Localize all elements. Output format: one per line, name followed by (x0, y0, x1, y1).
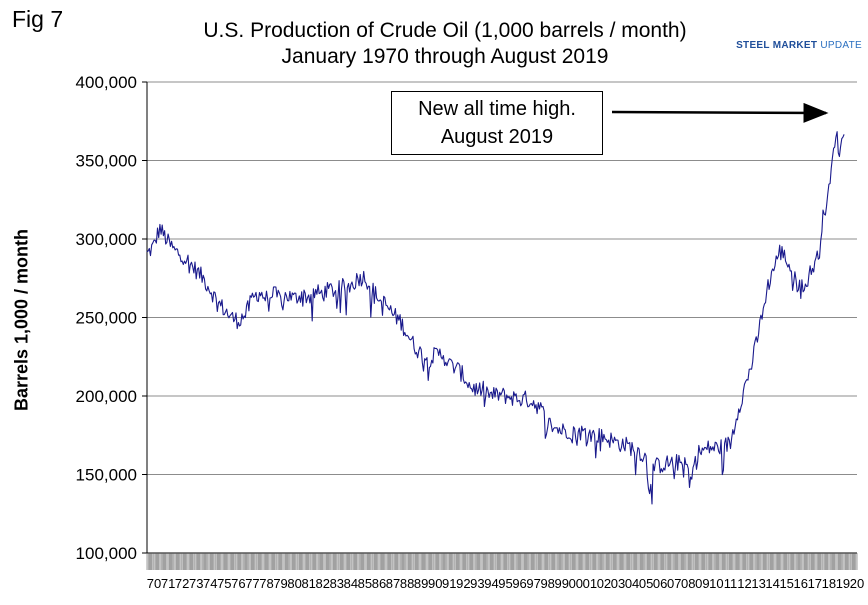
x-tick-label: 99 (555, 576, 569, 591)
x-tick-label: 76 (231, 576, 245, 591)
x-tick-label: 05 (639, 576, 653, 591)
x-tick-label: 04 (625, 576, 639, 591)
x-tick-label: 16 (794, 576, 808, 591)
x-ticks (146, 553, 858, 570)
x-tick-label: 72 (175, 576, 189, 591)
x-tick-label: 79 (273, 576, 287, 591)
brand-logo-thin: UPDATE (820, 40, 862, 51)
x-tick-label: 02 (597, 576, 611, 591)
x-tick-label: 88 (400, 576, 414, 591)
x-tick-label: 09 (695, 576, 709, 591)
x-tick-label: 08 (681, 576, 695, 591)
x-tick-label: 90 (428, 576, 442, 591)
x-tick-label: 80 (287, 576, 301, 591)
y-tick-label: 250,000 (76, 309, 137, 328)
x-tick-label: 93 (470, 576, 484, 591)
x-tick-label: 17 (808, 576, 822, 591)
x-tick-label: 89 (414, 576, 428, 591)
chart-title: U.S. Production of Crude Oil (1,000 barr… (203, 19, 687, 42)
x-tick-label: 83 (330, 576, 344, 591)
brand-logo-bold: STEEL MARKET (736, 40, 818, 51)
y-tick-label: 350,000 (76, 152, 137, 171)
y-tick-label: 100,000 (76, 544, 137, 563)
x-tick-label: 95 (498, 576, 512, 591)
x-tick-label: 82 (316, 576, 330, 591)
brand-logo: STEEL MARKET UPDATE (736, 40, 862, 51)
x-tick-label: 73 (189, 576, 203, 591)
x-tick-label: 84 (344, 576, 358, 591)
y-tick-label: 150,000 (76, 466, 137, 485)
x-tick-label: 12 (737, 576, 751, 591)
x-tick-label: 81 (301, 576, 315, 591)
x-tick-label: 11 (724, 576, 738, 591)
x-tick-label: 00 (569, 576, 583, 591)
x-tick-label: 87 (386, 576, 400, 591)
x-tick-label: 19 (836, 576, 850, 591)
x-tick-label: 98 (540, 576, 554, 591)
series-line (146, 131, 845, 505)
figure-label: Fig 7 (12, 6, 64, 32)
x-tick-label: 13 (751, 576, 765, 591)
x-tick-label: 18 (822, 576, 836, 591)
x-tick-label: 97 (526, 576, 540, 591)
x-tick-label: 78 (259, 576, 273, 591)
y-tick-label: 300,000 (76, 230, 137, 249)
y-tick-label: 200,000 (76, 387, 137, 406)
x-tick-label: 96 (512, 576, 526, 591)
x-tick-label: 15 (779, 576, 793, 591)
annotation-box: New all time high. August 2019 (391, 91, 603, 155)
chart-subtitle: January 1970 through August 2019 (281, 45, 609, 68)
x-tick-label: 86 (372, 576, 386, 591)
x-tick-label: 85 (358, 576, 372, 591)
x-tick-label: 94 (484, 576, 498, 591)
x-tick-label: 06 (653, 576, 667, 591)
x-tick-label: 70 (147, 576, 161, 591)
x-tick-label: 03 (611, 576, 625, 591)
annotation-line1: New all time high. (418, 98, 576, 120)
x-tick-label: 91 (442, 576, 456, 591)
x-tick-label: 07 (667, 576, 681, 591)
y-tick-label: 400,000 (76, 73, 137, 92)
annotation-line2: August 2019 (440, 126, 554, 148)
x-tick-label: 14 (765, 576, 779, 591)
x-tick-label: 01 (583, 576, 597, 591)
x-tick-label: 77 (245, 576, 259, 591)
x-tick-label: 74 (203, 576, 217, 591)
x-tick-label: 20 (850, 576, 864, 591)
x-tick-label: 71 (161, 576, 175, 591)
annotation-arrow (611, 102, 829, 123)
x-tick-label: 92 (456, 576, 470, 591)
x-tick-label: 75 (217, 576, 231, 591)
x-tick-label: 10 (709, 576, 723, 591)
